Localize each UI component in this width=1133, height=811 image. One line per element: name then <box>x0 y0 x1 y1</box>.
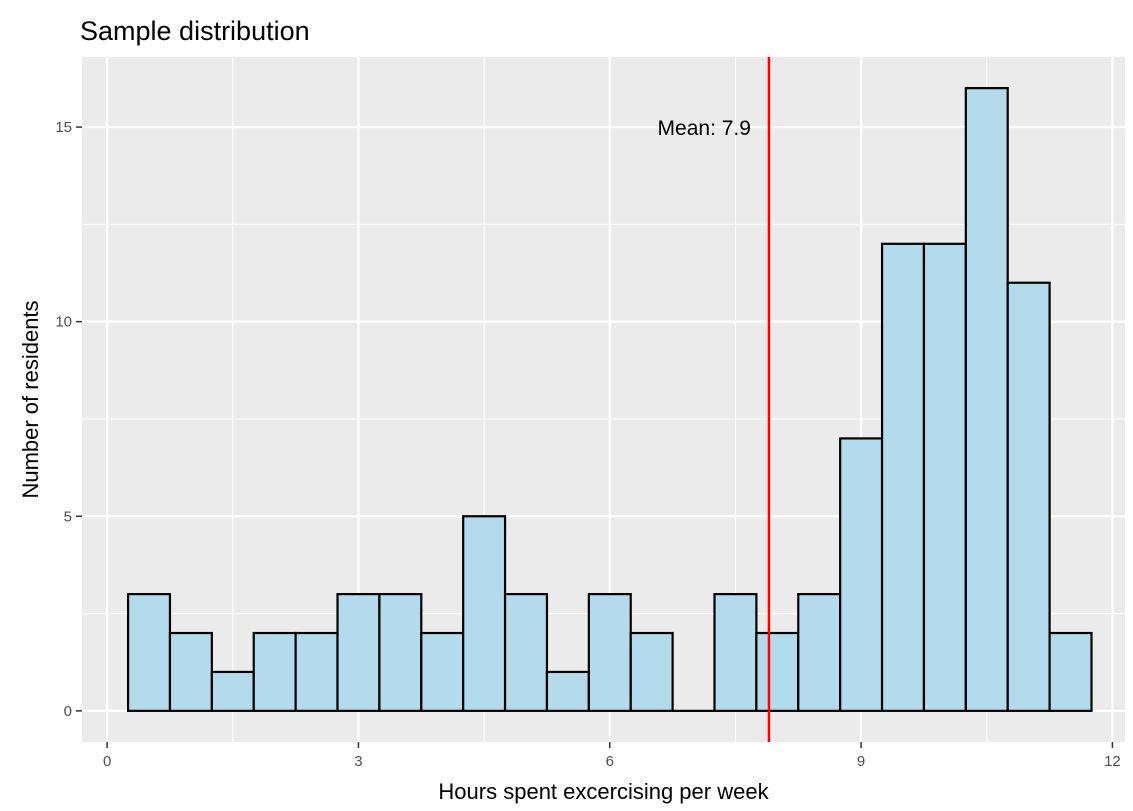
y-tick-label: 10 <box>55 314 72 331</box>
histogram-bar <box>629 631 674 712</box>
x-tick-label: 6 <box>606 753 614 770</box>
x-tick-label: 3 <box>354 753 362 770</box>
histogram-bar <box>922 242 967 712</box>
histogram-bar <box>964 87 1009 712</box>
histogram-bar <box>839 437 884 712</box>
histogram-bar <box>336 593 381 712</box>
y-axis-ticks: 0 5 10 15 <box>55 119 82 720</box>
x-axis-title: Hours spent excercising per week <box>438 779 769 804</box>
histogram-bars <box>126 87 1093 712</box>
y-tick-label: 15 <box>55 119 72 136</box>
y-tick-label: 5 <box>64 508 72 525</box>
histogram-bar <box>420 631 465 712</box>
histogram-bar <box>755 631 800 712</box>
histogram-bar <box>1006 281 1051 712</box>
chart-title: Sample distribution <box>80 16 310 46</box>
y-axis-title: Number of residents <box>18 300 43 498</box>
x-tick-label: 0 <box>103 753 111 770</box>
histogram-bar <box>210 670 255 712</box>
histogram-bar <box>378 593 423 712</box>
x-axis-ticks: 0 3 6 9 12 <box>103 742 1121 770</box>
histogram-bar <box>503 593 549 712</box>
histogram-bar <box>797 593 842 712</box>
y-tick-label: 0 <box>64 703 72 720</box>
histogram-bar <box>126 593 172 712</box>
mean-annotation: Mean: 7.9 <box>658 117 751 140</box>
histogram-bar <box>587 593 632 712</box>
histogram-bar <box>252 631 297 712</box>
x-tick-label: 12 <box>1104 753 1121 770</box>
histogram-bar <box>1048 631 1093 712</box>
histogram-bar <box>462 515 507 712</box>
histogram-bar <box>880 242 926 712</box>
histogram-bar <box>713 593 758 712</box>
histogram-bar <box>294 631 339 712</box>
histogram-bar <box>545 670 590 712</box>
histogram-bar <box>168 631 213 712</box>
x-tick-label: 9 <box>857 753 865 770</box>
